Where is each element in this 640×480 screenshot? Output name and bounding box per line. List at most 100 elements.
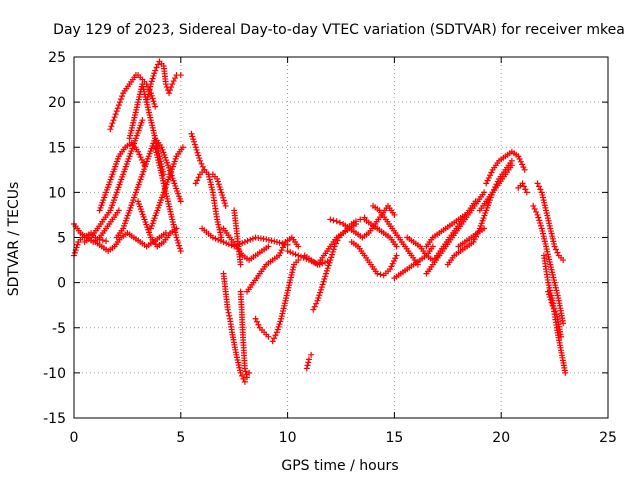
data-point [315, 294, 322, 301]
data-point [150, 72, 157, 79]
data-point [215, 181, 222, 188]
data-point [271, 238, 278, 245]
data-point [253, 318, 260, 325]
data-point [252, 315, 259, 322]
data-point [284, 248, 291, 255]
data-point [318, 284, 325, 291]
data-point [316, 292, 323, 299]
series-arc6 [126, 81, 167, 178]
data-point [521, 166, 528, 173]
data-point [192, 144, 199, 151]
data-point [295, 243, 302, 250]
series-arc25 [370, 202, 421, 268]
data-point [520, 183, 527, 190]
data-point [222, 202, 229, 209]
data-point [560, 320, 567, 327]
data-point [215, 236, 222, 243]
data-point [247, 236, 254, 243]
series-arc37 [530, 202, 567, 327]
data-point [519, 180, 526, 187]
data-point [303, 255, 310, 262]
data-point [194, 149, 201, 156]
x-tick-label: 5 [176, 430, 185, 446]
data-point [244, 237, 251, 244]
data-point [333, 218, 340, 225]
data-point [195, 152, 202, 159]
data-point [162, 81, 169, 88]
data-point [374, 270, 381, 277]
data-point [212, 235, 219, 242]
data-point [191, 141, 198, 148]
series-arc19 [303, 351, 315, 372]
data-point [305, 359, 312, 366]
data-point [149, 95, 156, 102]
data-point [549, 302, 556, 309]
data-point [303, 365, 310, 372]
data-point [226, 312, 233, 319]
data-point [470, 239, 477, 246]
data-point [284, 241, 291, 248]
data-point [110, 117, 117, 124]
data-point [173, 234, 180, 241]
data-point [334, 237, 341, 244]
data-point [173, 225, 180, 232]
data-point [224, 306, 231, 313]
data-point [377, 271, 384, 278]
series-arc36 [534, 180, 567, 264]
data-point [199, 163, 206, 170]
data-point [194, 177, 201, 184]
series-arc15 [220, 270, 248, 385]
y-tick-label: 25 [48, 50, 66, 66]
data-point [319, 281, 326, 288]
data-point [313, 300, 320, 307]
data-point [191, 138, 198, 145]
data-point [487, 172, 494, 179]
data-point [533, 208, 540, 215]
plot-frame [73, 56, 609, 419]
data-point [392, 255, 399, 262]
series-arc35 [515, 180, 530, 196]
data-point [279, 240, 286, 247]
y-axis-label: SDTVAR / TECUs [6, 182, 22, 297]
data-point [535, 214, 542, 221]
data-point [471, 236, 478, 243]
data-point [558, 333, 565, 340]
data-point [276, 321, 283, 328]
data-point [240, 375, 247, 382]
series-arc16 [237, 288, 253, 381]
data-point [196, 155, 203, 162]
data-point [330, 217, 337, 224]
data-point [273, 329, 280, 336]
data-point [325, 262, 332, 269]
data-point [305, 356, 312, 363]
data-point [239, 240, 246, 247]
data-point [523, 189, 530, 196]
y-tick-label: 10 [48, 185, 66, 201]
data-point [139, 117, 146, 124]
data-point [174, 237, 181, 244]
data-point [214, 178, 221, 185]
series-arc41 [199, 225, 291, 250]
data-point [177, 198, 184, 205]
data-point [166, 90, 173, 97]
data-point [297, 253, 304, 260]
data-point [327, 216, 334, 223]
data-point [304, 362, 311, 369]
data-point [300, 254, 307, 261]
data-point [197, 157, 204, 164]
data-point [537, 220, 544, 227]
data-point [546, 291, 553, 298]
data-point [237, 369, 244, 376]
data-point [218, 189, 225, 196]
chart-title: Day 129 of 2023, Sidereal Day-to-day VTE… [53, 22, 625, 38]
data-point [321, 259, 328, 266]
data-point [314, 297, 321, 304]
data-point [516, 155, 523, 162]
data-point [519, 161, 526, 168]
data-point [141, 162, 148, 169]
series-arc13 [192, 166, 225, 241]
series-arc34 [455, 225, 488, 250]
data-point [246, 369, 253, 376]
